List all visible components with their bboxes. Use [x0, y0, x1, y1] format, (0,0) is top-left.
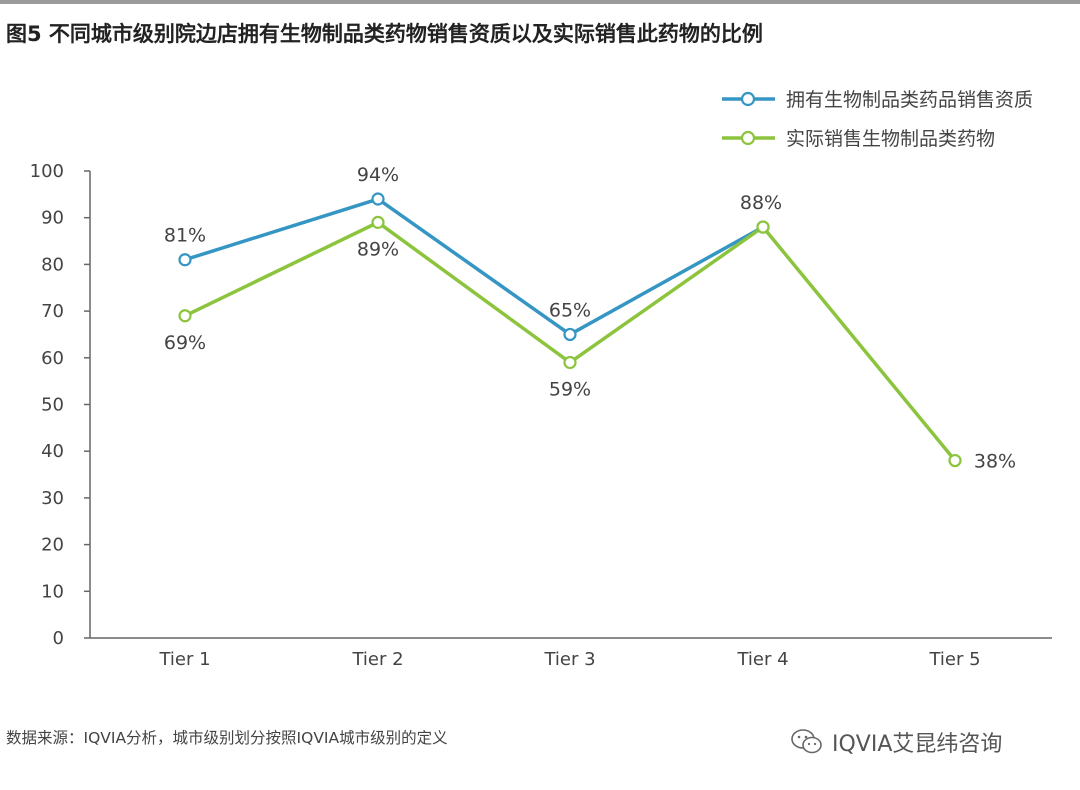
top-rule [0, 0, 1080, 4]
data-label: 88% [740, 192, 782, 214]
y-tick-label: 90 [41, 208, 64, 229]
data-point [563, 327, 577, 342]
y-tick-label: 30 [41, 488, 64, 509]
wechat-icon [791, 729, 822, 754]
chart-lines [178, 192, 962, 468]
legend-label: 拥有生物制品类药品销售资质 [786, 89, 1033, 111]
series-line-2 [184, 220, 957, 462]
y-tick-label: 20 [41, 535, 64, 556]
x-tick-label: Tier 5 [928, 649, 980, 670]
data-label: 81% [164, 225, 206, 247]
x-tick-label: Tier 1 [158, 649, 210, 670]
data-label: 38% [974, 451, 1016, 473]
x-tick-label: Tier 4 [736, 649, 788, 670]
legend-label: 实际销售生物制品类药物 [786, 128, 995, 150]
chart-data-labels: 81% 94% 65% 88% 69% 89% 59% 38% [164, 164, 1016, 473]
page-title: 图5 不同城市级别院边店拥有生物制品类药物销售资质以及实际销售此药物的比例 [6, 22, 763, 46]
data-point [948, 453, 962, 468]
watermark: IQVIA艾昆纬咨询 [790, 726, 1002, 758]
y-tick-label: 0 [53, 628, 64, 649]
y-tick-label: 70 [41, 301, 64, 322]
data-point [371, 215, 385, 229]
y-tick-label: 60 [41, 348, 64, 369]
data-label: 65% [549, 299, 591, 321]
data-point [178, 253, 192, 267]
data-label: 69% [164, 332, 206, 354]
data-point [756, 220, 770, 234]
data-label: 59% [549, 378, 591, 400]
chart-axes: 0 10 20 30 40 50 60 70 80 90 100 Tier 1 Tier 2 Tier 3… [30, 161, 1052, 670]
legend-marker [740, 130, 756, 146]
data-point [563, 355, 577, 370]
data-point [178, 309, 192, 323]
watermark-text: IQVIA艾昆纬咨询 [832, 732, 1003, 757]
data-label: 89% [357, 238, 399, 260]
x-tick-label: Tier 2 [351, 649, 403, 670]
y-tick-label: 100 [30, 161, 64, 182]
y-tick-label: 80 [41, 254, 64, 275]
series-line-1 [184, 197, 764, 337]
legend-marker [740, 91, 756, 107]
x-tick-label: Tier 3 [543, 649, 595, 670]
y-tick-label: 50 [41, 395, 64, 416]
source-note: 数据来源：IQVIA分析，城市级别划分按照IQVIA城市级别的定义 [6, 729, 448, 747]
y-tick-label: 40 [41, 441, 64, 462]
data-point [371, 192, 385, 206]
data-label: 94% [357, 164, 399, 186]
y-tick-label: 10 [41, 581, 64, 602]
